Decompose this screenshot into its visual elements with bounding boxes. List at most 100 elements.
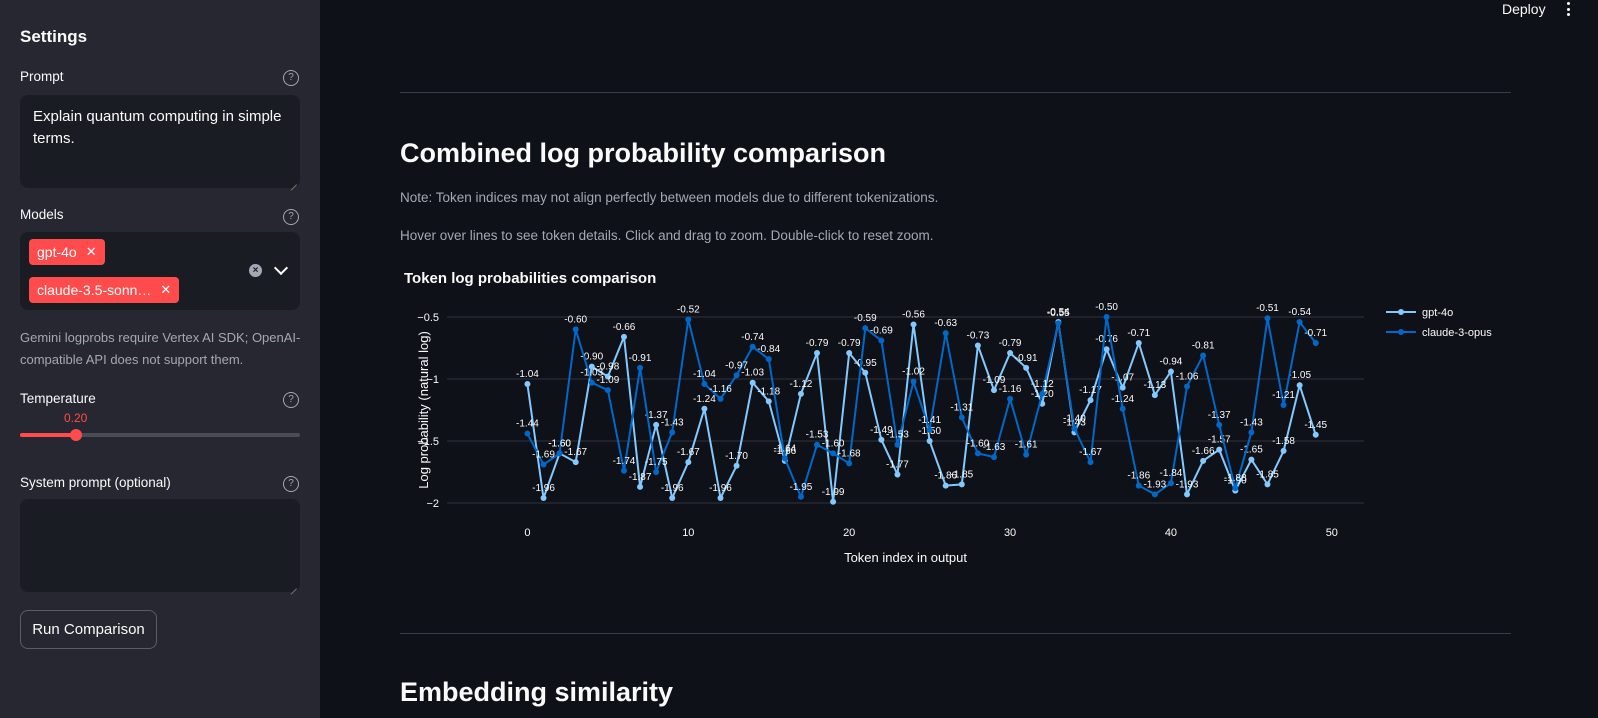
data-point <box>1135 340 1142 347</box>
system-prompt-label: System prompt (optional) <box>20 475 171 490</box>
data-label: -1.66 <box>773 446 796 457</box>
data-label: -1.74 <box>613 456 636 467</box>
data-label: -1.24 <box>1111 394 1134 405</box>
temperature-slider-thumb[interactable] <box>70 429 82 441</box>
data-point <box>717 395 724 402</box>
data-label: -1.64 <box>773 443 796 454</box>
data-point <box>846 349 853 356</box>
data-point <box>1264 481 1271 488</box>
model-tag-gpt-4o[interactable]: gpt-4o ✕ <box>29 239 105 265</box>
chart-title: Token log probabilities comparison <box>404 270 657 287</box>
data-label: -1.49 <box>870 425 893 436</box>
data-point <box>1119 384 1126 391</box>
data-point <box>958 481 965 488</box>
data-point <box>862 325 869 332</box>
system-prompt-textarea[interactable] <box>20 499 300 592</box>
deploy-button[interactable]: Deploy <box>1502 1 1546 17</box>
data-label: -1.68 <box>838 448 861 459</box>
prompt-help-icon[interactable]: ? <box>283 70 299 86</box>
data-label: -0.50 <box>1095 302 1118 313</box>
models-multiselect[interactable]: gpt-4o ✕ claude-3.5-sonn… ✕ × <box>20 232 300 310</box>
data-point <box>733 372 740 379</box>
temperature-value: 0.20 <box>64 411 88 425</box>
data-label: -1.09 <box>596 375 619 386</box>
sidebar: Settings Prompt ? Explain quantum comput… <box>0 0 320 718</box>
data-label: -1.17 <box>1079 385 1102 396</box>
data-label: -1.43 <box>661 417 684 428</box>
embedding-section-title: Embedding similarity <box>400 677 674 707</box>
data-point <box>1216 446 1223 453</box>
data-point <box>1184 491 1191 498</box>
remove-tag-icon[interactable]: ✕ <box>160 282 172 297</box>
data-point <box>572 459 579 466</box>
data-label: -0.79 <box>838 338 861 349</box>
series-line-gpt-4o <box>526 321 1317 502</box>
data-label: -1.85 <box>950 469 973 480</box>
hover-note: Hover over lines to see token details. C… <box>400 228 934 243</box>
system-prompt-help-icon[interactable]: ? <box>283 476 299 492</box>
data-point <box>620 467 627 474</box>
remove-tag-icon[interactable]: ✕ <box>85 244 97 259</box>
data-point <box>669 429 676 436</box>
temperature-slider-track[interactable] <box>20 433 300 437</box>
data-label: -1.44 <box>516 419 539 430</box>
data-label: -0.73 <box>966 331 989 342</box>
y-tick-label: −1.5 <box>417 436 439 448</box>
y-axis-title: Log probability (natural log) <box>416 331 431 489</box>
data-label: -0.81 <box>1192 340 1215 351</box>
data-point <box>1087 397 1094 404</box>
clear-all-icon[interactable]: × <box>249 264 262 277</box>
data-label: -1.45 <box>1304 420 1327 431</box>
x-tick-label: 30 <box>1004 527 1016 539</box>
resize-handle-icon[interactable] <box>289 177 297 185</box>
data-label: -0.71 <box>1127 328 1150 339</box>
resize-handle-icon[interactable] <box>289 581 297 589</box>
data-point <box>653 421 660 428</box>
data-point <box>588 363 595 370</box>
section-title: Combined log probability comparison <box>400 138 887 168</box>
data-label: -1.16 <box>999 384 1022 395</box>
data-label: -1.40 <box>1063 414 1086 425</box>
data-point <box>862 369 869 376</box>
run-comparison-button[interactable]: Run Comparison <box>20 610 157 649</box>
divider <box>400 633 1511 634</box>
data-point <box>1007 349 1014 356</box>
data-label: -0.66 <box>613 322 636 333</box>
x-tick-label: 10 <box>682 527 694 539</box>
data-point <box>797 493 804 500</box>
data-point <box>604 387 611 394</box>
data-point <box>926 438 933 444</box>
data-label: -1.96 <box>532 483 555 494</box>
model-tag-claude[interactable]: claude-3.5-sonn… ✕ <box>29 277 180 303</box>
data-label: -1.12 <box>790 379 813 390</box>
data-point <box>1296 318 1303 325</box>
data-point <box>1151 491 1158 498</box>
data-point <box>990 387 997 394</box>
x-axis-title: Token index in output <box>844 550 967 565</box>
main-menu-icon[interactable] <box>1567 2 1571 19</box>
model-tag-label: gpt-4o <box>37 244 77 260</box>
data-label: -1.41 <box>918 415 941 426</box>
data-label: -1.03 <box>741 368 764 379</box>
data-point <box>974 342 981 349</box>
data-label: -0.91 <box>629 353 652 364</box>
data-point <box>685 459 692 466</box>
models-help-icon[interactable]: ? <box>283 209 299 225</box>
data-point <box>1167 368 1174 375</box>
temperature-help-icon[interactable]: ? <box>283 392 299 408</box>
data-label: -0.69 <box>870 326 893 337</box>
data-point <box>1071 425 1078 432</box>
data-label: -1.87 <box>629 472 652 483</box>
data-label: -1.85 <box>1256 469 1279 480</box>
data-point <box>524 430 531 437</box>
legend-label: gpt-4o <box>1422 307 1453 319</box>
data-point <box>878 337 885 344</box>
chevron-down-icon[interactable] <box>273 260 289 276</box>
data-point <box>1023 364 1030 371</box>
data-point <box>524 380 531 387</box>
data-point <box>1007 395 1014 402</box>
logprob-chart[interactable]: −0.5 −1 −1.5 −2 0 10 20 30 40 50 Token index in ou… <box>400 290 1511 580</box>
prompt-textarea[interactable]: Explain quantum computing in simple term… <box>20 95 300 188</box>
data-label: -1.67 <box>564 447 587 458</box>
data-label: -1.24 <box>693 394 716 405</box>
